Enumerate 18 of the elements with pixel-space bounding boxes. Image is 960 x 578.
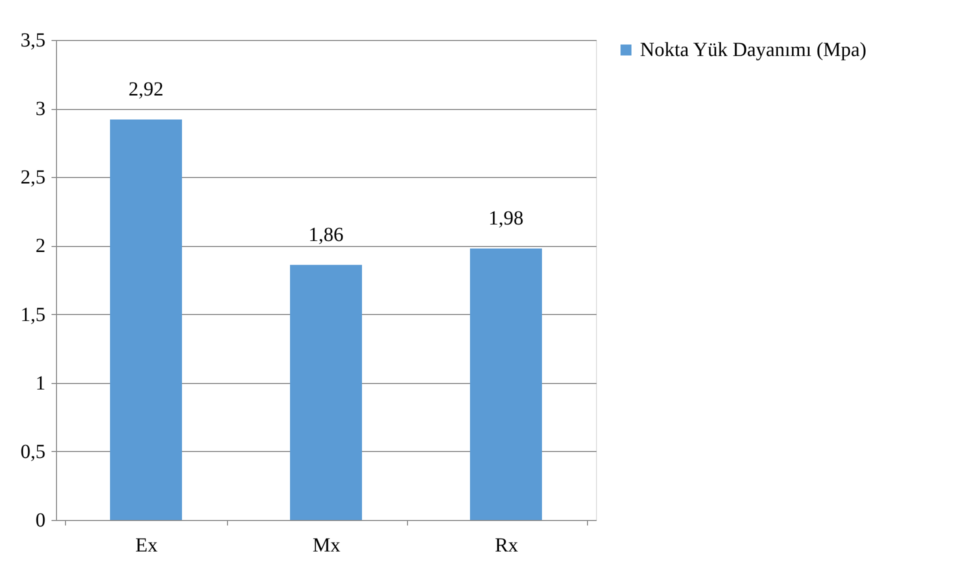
bar [110,120,182,520]
data-label: 2,92 [128,78,164,101]
y-tick-label: 2 [36,235,46,258]
y-tick-label: 1 [36,372,46,394]
bar [470,248,542,520]
y-tick-label: 0,5 [20,440,46,463]
data-label: 1,98 [488,207,524,230]
x-tick-label: Mx [312,534,340,556]
x-tick-label: Ex [135,534,158,556]
bar [290,264,362,520]
data-label: 1,86 [308,224,344,246]
y-tick-label: 0 [36,510,46,532]
y-tick-label: 2,5 [20,166,46,189]
legend-label: Nokta Yük Dayanımı (Mpa) [640,39,866,61]
y-tick-label: 1,5 [20,304,46,326]
y-tick-label: 3,5 [20,30,46,52]
y-tick-label: 3 [36,98,46,120]
x-tick-label: Rx [494,534,518,556]
